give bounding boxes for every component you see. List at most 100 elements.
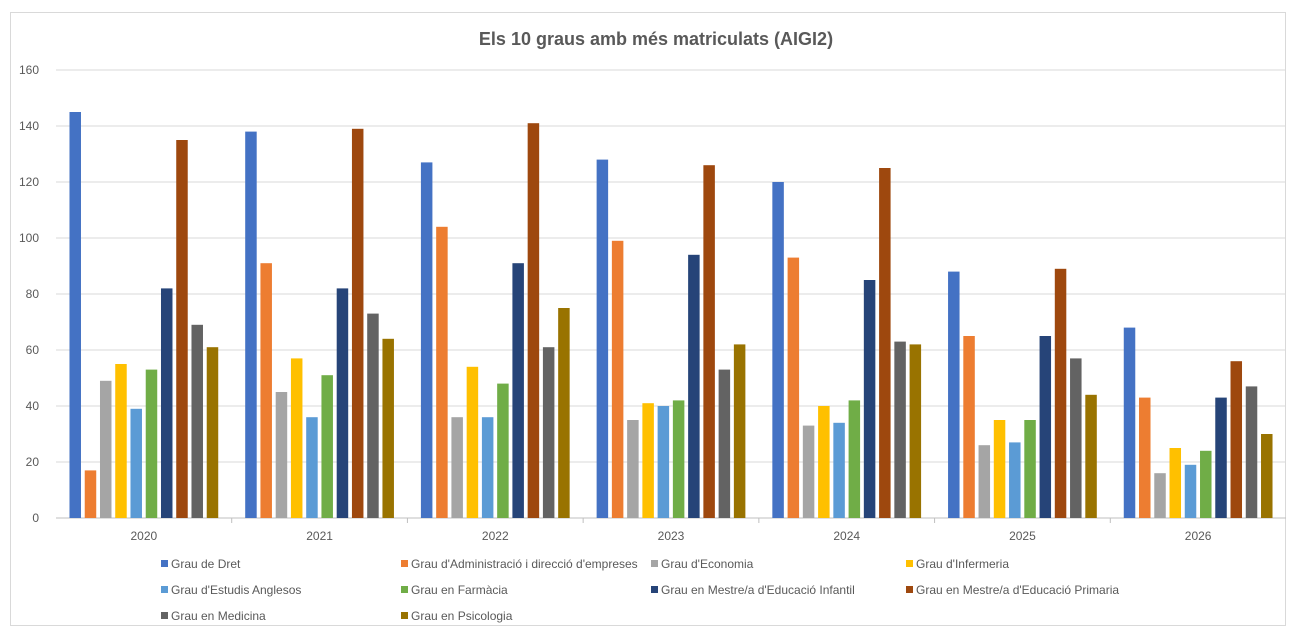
- bar-2023-7: [688, 254, 700, 519]
- y-axis: 0 20 40 60 80 100 120 140 160: [19, 63, 39, 525]
- bar-2025-1: [948, 271, 960, 518]
- y-tick-label: 20: [26, 455, 40, 469]
- bar-2024-3: [802, 425, 815, 518]
- bar-2025-9: [1070, 358, 1082, 518]
- bar-2025-8: [1054, 268, 1067, 518]
- bar-2023-4: [642, 403, 654, 518]
- legend-label: Grau d'Administració i direcció d'empres…: [411, 557, 638, 571]
- x-tick-label: 2021: [306, 529, 333, 543]
- bar-2021-3: [275, 392, 288, 518]
- legend-label: Grau d'Economia: [661, 557, 754, 571]
- legend-swatch: [161, 560, 168, 567]
- bar-2026-2: [1139, 397, 1151, 518]
- legend-label: Grau en Psicologia: [411, 609, 513, 623]
- legend-label: Grau d'Infermeria: [916, 557, 1009, 571]
- legend-swatch: [906, 586, 913, 593]
- bar-chart: Els 10 graus amb més matriculats (AIGI2)…: [19, 29, 1286, 623]
- bar-2023-10: [733, 344, 746, 518]
- bar-2022-6: [497, 383, 509, 518]
- bar-2023-2: [611, 240, 624, 519]
- bar-2022-5: [481, 417, 494, 518]
- bar-2025-3: [978, 445, 991, 518]
- bar-2025-7: [1039, 336, 1052, 518]
- bar-2025-2: [963, 336, 975, 518]
- bar-2025-4: [993, 420, 1006, 518]
- bar-2022-2: [436, 226, 448, 519]
- legend-swatch: [401, 586, 408, 593]
- y-tick-label: 0: [32, 511, 39, 525]
- x-tick-label: 2026: [1185, 529, 1212, 543]
- bar-2023-8: [703, 165, 715, 518]
- bar-2025-10: [1085, 394, 1097, 518]
- bar-2020-4: [115, 364, 127, 518]
- bar-2022-1: [420, 162, 433, 518]
- bar-2023-6: [672, 400, 685, 518]
- bar-2024-10: [909, 344, 922, 518]
- legend-swatch: [401, 560, 408, 567]
- bar-2020-3: [99, 380, 112, 518]
- legend-swatch: [651, 560, 658, 567]
- y-tick-label: 80: [26, 287, 40, 301]
- bar-2024-5: [833, 422, 845, 518]
- bar-2023-3: [627, 420, 639, 518]
- bar-2026-4: [1169, 448, 1182, 518]
- y-tick-label: 140: [19, 119, 39, 133]
- bar-2020-5: [130, 408, 142, 518]
- y-tick-label: 60: [26, 343, 40, 357]
- bar-2024-9: [894, 341, 906, 518]
- bar-2022-7: [512, 263, 524, 518]
- bar-2026-6: [1200, 450, 1212, 518]
- bar-2022-3: [451, 417, 463, 518]
- x-tick-label: 2024: [833, 529, 860, 543]
- x-axis: 2020 2021 2022 2023 2024 2025 2026: [131, 518, 1212, 543]
- bar-2024-4: [818, 406, 830, 518]
- legend-label: Grau d'Estudis Anglesos: [171, 583, 301, 597]
- bar-2021-10: [382, 338, 394, 518]
- chart-title: Els 10 graus amb més matriculats (AIGI2): [479, 29, 833, 49]
- bar-2022-4: [466, 366, 479, 518]
- bar-2024-6: [848, 400, 861, 518]
- bar-2021-5: [306, 417, 318, 518]
- chart-container: Els 10 graus amb més matriculats (AIGI2)…: [10, 12, 1286, 626]
- legend-label: Grau en Mestre/a d'Educació Infantil: [661, 583, 855, 597]
- y-tick-label: 40: [26, 399, 40, 413]
- bar-2023-9: [718, 369, 731, 518]
- bar-2020-1: [69, 112, 81, 518]
- bar-2023-1: [596, 159, 609, 518]
- legend-label: Grau en Mestre/a d'Educació Primaria: [916, 583, 1119, 597]
- legend-label: Grau en Farmàcia: [411, 583, 508, 597]
- bar-2024-1: [772, 182, 784, 518]
- legend-swatch: [401, 612, 408, 619]
- x-tick-label: 2025: [1009, 529, 1036, 543]
- legend-swatch: [651, 586, 658, 593]
- y-tick-label: 120: [19, 175, 39, 189]
- bar-2020-2: [84, 470, 97, 518]
- bar-2021-7: [336, 288, 349, 518]
- bar-2020-9: [191, 324, 203, 518]
- legend: Grau de Dret Grau d'Administració i direc…: [161, 557, 1119, 623]
- bar-2021-6: [321, 375, 333, 518]
- bar-2026-3: [1154, 473, 1166, 518]
- bar-2022-8: [527, 123, 540, 518]
- legend-swatch: [161, 586, 168, 593]
- bar-2021-2: [260, 263, 272, 518]
- bar-2021-8: [351, 128, 364, 519]
- bar-2026-10: [1261, 434, 1273, 518]
- legend-label: Grau de Dret: [171, 557, 241, 571]
- bar-2021-1: [245, 131, 257, 518]
- x-tick-label: 2020: [131, 529, 158, 543]
- bars: [69, 112, 1273, 519]
- bar-2020-7: [160, 288, 173, 518]
- bar-2022-10: [558, 308, 570, 518]
- bar-2023-5: [657, 406, 670, 518]
- bar-2025-6: [1024, 420, 1036, 518]
- bar-2026-1: [1123, 327, 1136, 518]
- bar-2022-9: [542, 347, 555, 518]
- bar-2026-8: [1230, 361, 1243, 518]
- bar-2020-10: [206, 347, 219, 518]
- bar-2024-7: [863, 280, 876, 518]
- legend-swatch: [161, 612, 168, 619]
- bar-2020-8: [176, 140, 188, 518]
- x-tick-label: 2023: [658, 529, 685, 543]
- y-tick-label: 100: [19, 231, 39, 245]
